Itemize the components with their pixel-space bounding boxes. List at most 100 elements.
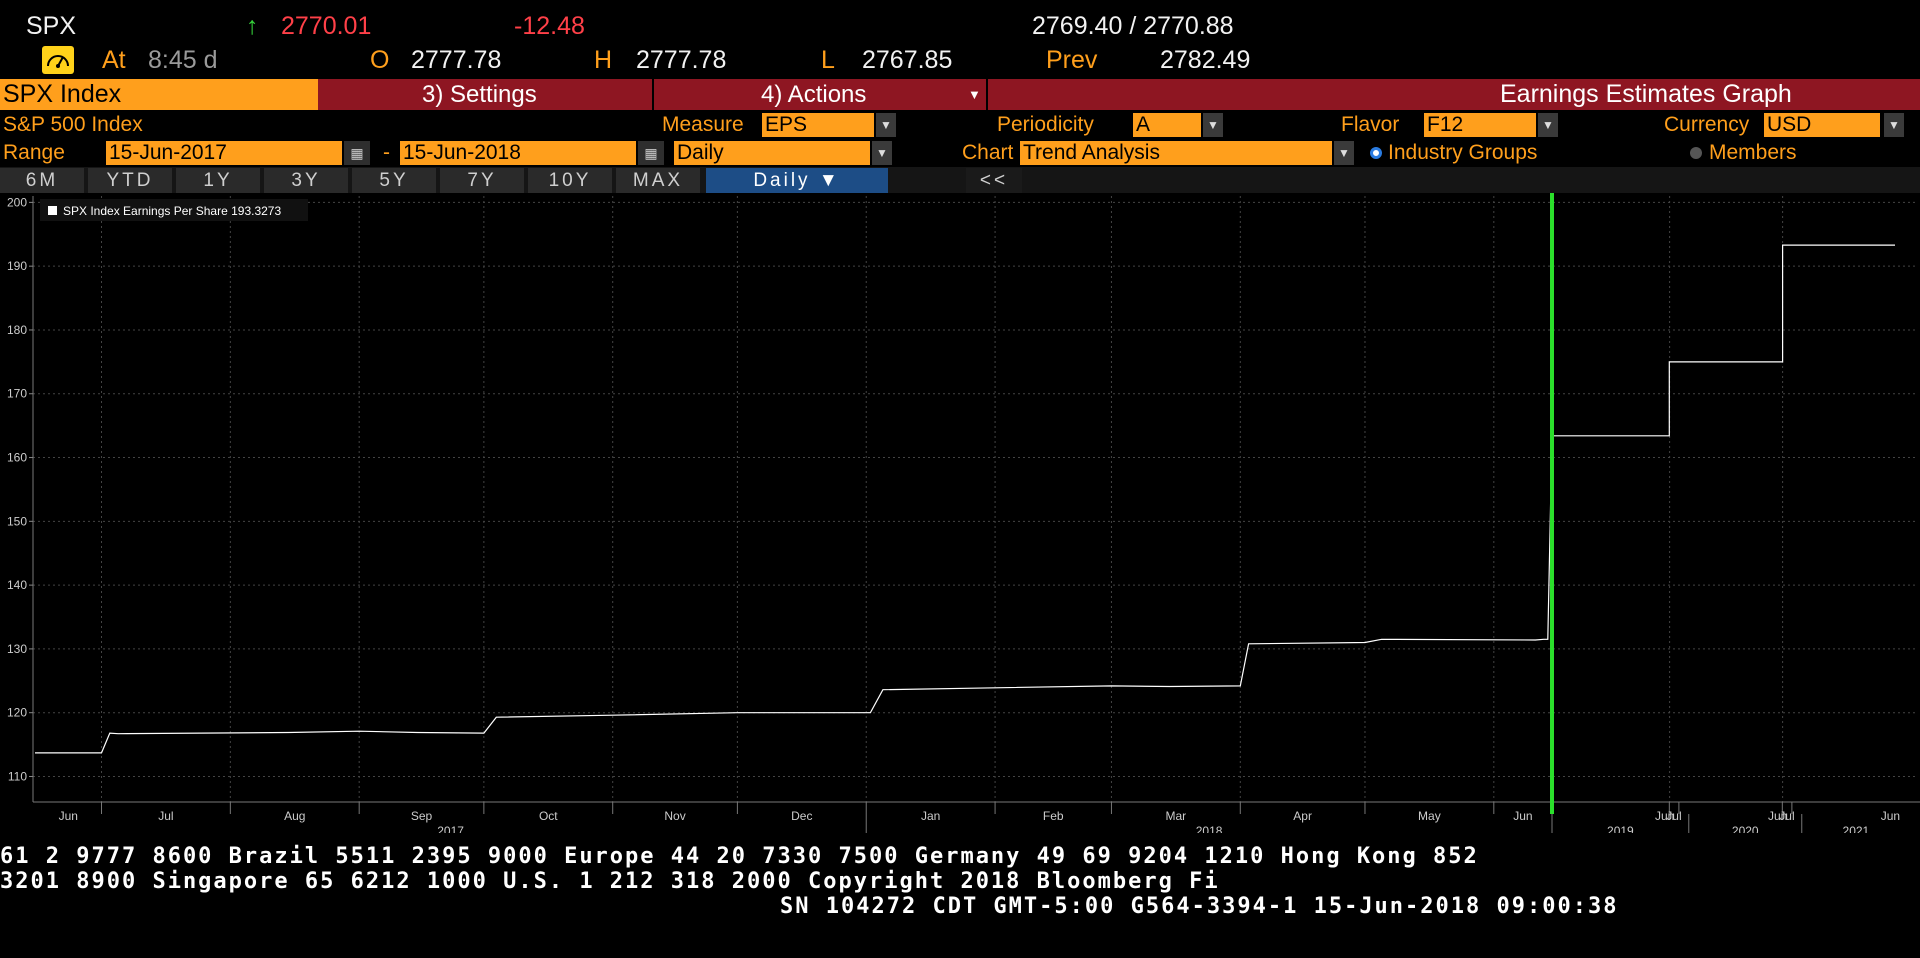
prev-value: 2782.49: [1160, 46, 1251, 74]
series-layer: [35, 193, 1895, 814]
y-tick-label: 180: [7, 323, 27, 337]
low-label: L: [821, 46, 835, 74]
legend-box: [40, 199, 308, 221]
range-button-ytd[interactable]: YTD: [88, 168, 172, 193]
range-button-max[interactable]: MAX: [616, 168, 700, 193]
x-tick-label: Oct: [539, 809, 558, 823]
chevron-down-icon[interactable]: ▼: [968, 87, 981, 102]
high-label: H: [594, 46, 613, 74]
chart-type-field[interactable]: Trend Analysis: [1020, 141, 1332, 165]
bid-ask: 2769.40 / 2770.88: [1032, 12, 1234, 40]
y-tick-label: 130: [7, 642, 27, 656]
range-dash: -: [383, 141, 390, 164]
x-tick-label: May: [1418, 809, 1441, 823]
periodicity-label: Periodicity: [997, 113, 1094, 136]
y-tick-label: 120: [7, 706, 27, 720]
x-tick-label: Feb: [1043, 809, 1064, 823]
quote-time: 8:45 d: [148, 46, 218, 74]
security-tab[interactable]: SPX Index: [0, 79, 318, 110]
frequency-button[interactable]: Daily ▼: [706, 168, 888, 193]
x-tick-label: Jun: [1768, 809, 1787, 823]
year-label: 2020: [1732, 824, 1759, 833]
measure-field[interactable]: EPS: [762, 113, 874, 137]
x-tick-label: Mar: [1166, 809, 1187, 823]
range-button-5y[interactable]: 5Y: [352, 168, 436, 193]
industry-groups-label: Industry Groups: [1388, 141, 1538, 164]
function-title: Earnings Estimates Graph: [1500, 80, 1792, 108]
currency-field[interactable]: USD: [1764, 113, 1880, 137]
industry-groups-radio[interactable]: [1370, 147, 1382, 159]
y-tick-label: 190: [7, 259, 27, 273]
x-tick-label: Jun: [1513, 809, 1532, 823]
footer-phone-line-2: 3201 8900 Singapore 65 6212 1000 U.S. 1 …: [0, 869, 1220, 894]
net-change: -12.48: [514, 12, 585, 40]
year-label: 2018: [1196, 824, 1223, 833]
y-tick-label: 110: [8, 769, 27, 783]
index-name: S&P 500 Index: [3, 113, 143, 136]
eps-forecast-line: [1552, 244, 1895, 437]
settings-menu[interactable]: 3) Settings: [422, 81, 537, 108]
high-value: 2777.78: [636, 46, 727, 74]
x-tick-label: Jul: [1779, 809, 1794, 823]
legend-label: SPX Index Earnings Per Share 193.3273: [63, 204, 281, 218]
open-value: 2777.78: [411, 46, 502, 74]
x-tick-label: Nov: [664, 809, 685, 823]
x-axis: Jun Jul Aug Sep Oct Nov Dec Jan Feb Mar Apr May Jun J…: [33, 801, 1920, 833]
collapse-button[interactable]: <<: [966, 168, 1022, 193]
x-tick-label: Jun: [1881, 809, 1900, 823]
chart-grid: [33, 196, 1918, 802]
x-tick-label: Dec: [791, 809, 812, 823]
y-axis: 110 120 130 140 150 160 170 180 190 200: [7, 195, 34, 802]
calendar-icon[interactable]: ▦: [638, 141, 664, 165]
periodicity-field[interactable]: A: [1133, 113, 1201, 137]
x-tick-label: Jul: [158, 809, 173, 823]
y-tick-label: 200: [7, 195, 27, 209]
range-end-field[interactable]: 15-Jun-2018: [400, 141, 636, 165]
frequency-field[interactable]: Daily: [674, 141, 870, 165]
y-tick-label: 170: [7, 387, 27, 401]
y-tick-label: 140: [7, 578, 27, 592]
chart-type-dropdown-icon[interactable]: ▼: [1334, 141, 1354, 165]
range-button-7y[interactable]: 7Y: [440, 168, 524, 193]
ticker-symbol: SPX: [26, 12, 77, 40]
periodicity-dropdown-icon[interactable]: ▼: [1203, 113, 1223, 137]
y-tick-label: 160: [7, 451, 27, 465]
calendar-icon[interactable]: ▦: [344, 141, 370, 165]
chart-legend: SPX Index Earnings Per Share 193.3273: [40, 199, 308, 221]
menu-bar: [0, 79, 1920, 110]
range-button-6m[interactable]: 6M: [0, 168, 84, 193]
flavor-field[interactable]: F12: [1424, 113, 1536, 137]
x-tick-label: Jan: [921, 809, 940, 823]
low-value: 2767.85: [862, 46, 953, 74]
x-tick-label: Jun: [1655, 809, 1674, 823]
range-button-3y[interactable]: 3Y: [264, 168, 348, 193]
year-label: 2019: [1607, 824, 1634, 833]
year-label: 2017: [437, 824, 464, 833]
up-arrow-icon: ↑: [246, 12, 259, 40]
prev-label: Prev: [1046, 46, 1098, 74]
currency-dropdown-icon[interactable]: ▼: [1884, 113, 1904, 137]
speedometer-icon[interactable]: [42, 46, 74, 74]
footer-phone-line-1: 61 2 9777 8600 Brazil 5511 2395 9000 Eur…: [0, 844, 1479, 869]
flavor-dropdown-icon[interactable]: ▼: [1538, 113, 1558, 137]
actions-menu[interactable]: 4) Actions: [761, 81, 867, 108]
legend-swatch: [48, 206, 57, 215]
range-start-field[interactable]: 15-Jun-2017: [106, 141, 342, 165]
last-price: 2770.01: [281, 12, 372, 40]
range-button-10y[interactable]: 10Y: [528, 168, 612, 193]
flavor-label: Flavor: [1341, 113, 1400, 136]
range-button-1y[interactable]: 1Y: [176, 168, 260, 193]
y-tick-label: 150: [7, 514, 27, 528]
x-tick-label: Jul: [1666, 809, 1681, 823]
frequency-dropdown-icon[interactable]: ▼: [872, 141, 892, 165]
open-label: O: [370, 46, 390, 74]
members-label: Members: [1709, 141, 1797, 164]
measure-dropdown-icon[interactable]: ▼: [876, 113, 896, 137]
menu-separator: [652, 79, 654, 110]
eps-history-line: [35, 435, 1553, 754]
measure-label: Measure: [662, 113, 744, 136]
members-radio[interactable]: [1690, 147, 1702, 159]
x-tick-label: Jun: [59, 809, 78, 823]
x-tick-label: Aug: [284, 809, 305, 823]
